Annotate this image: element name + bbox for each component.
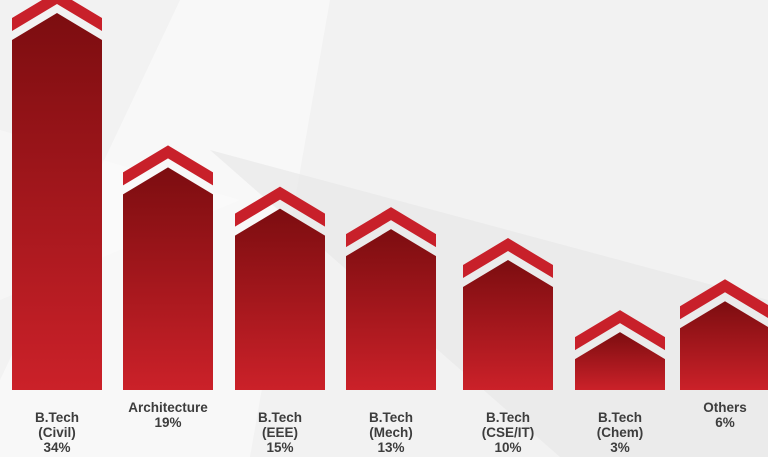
bar: [123, 167, 213, 390]
bar-item: [12, 0, 102, 390]
bar-chevron: [463, 238, 553, 279]
bar: [463, 260, 553, 390]
bar-item: [235, 186, 325, 390]
category-label: B.Tech (EEE) 15%: [257, 410, 302, 455]
bar-item: [346, 207, 436, 390]
bar-item: [680, 279, 768, 390]
category-label: Others 6%: [703, 400, 747, 430]
bar: [680, 301, 768, 390]
bar: [575, 332, 665, 390]
bar: [235, 208, 325, 390]
bar-chevron: [680, 279, 768, 320]
bar-chevron: [346, 207, 436, 248]
bar-chevron: [575, 310, 665, 351]
bar: [12, 13, 102, 390]
bar-chevron: [123, 145, 213, 186]
category-label: B.Tech (CSE/IT) 10%: [481, 410, 535, 455]
category-label: B.Tech (Civil) 34%: [34, 410, 79, 455]
bar-chevron: [235, 186, 325, 227]
category-label: B.Tech (Mech) 13%: [368, 410, 413, 455]
bar-chevron: [12, 0, 102, 31]
bar-item: [123, 145, 213, 390]
bars-group: [12, 0, 768, 390]
bar: [346, 229, 436, 390]
bar-item: [575, 310, 665, 390]
category-label: B.Tech (Chem) 3%: [596, 410, 644, 455]
category-label: Architecture 19%: [128, 400, 208, 430]
bar-item: [463, 238, 553, 390]
